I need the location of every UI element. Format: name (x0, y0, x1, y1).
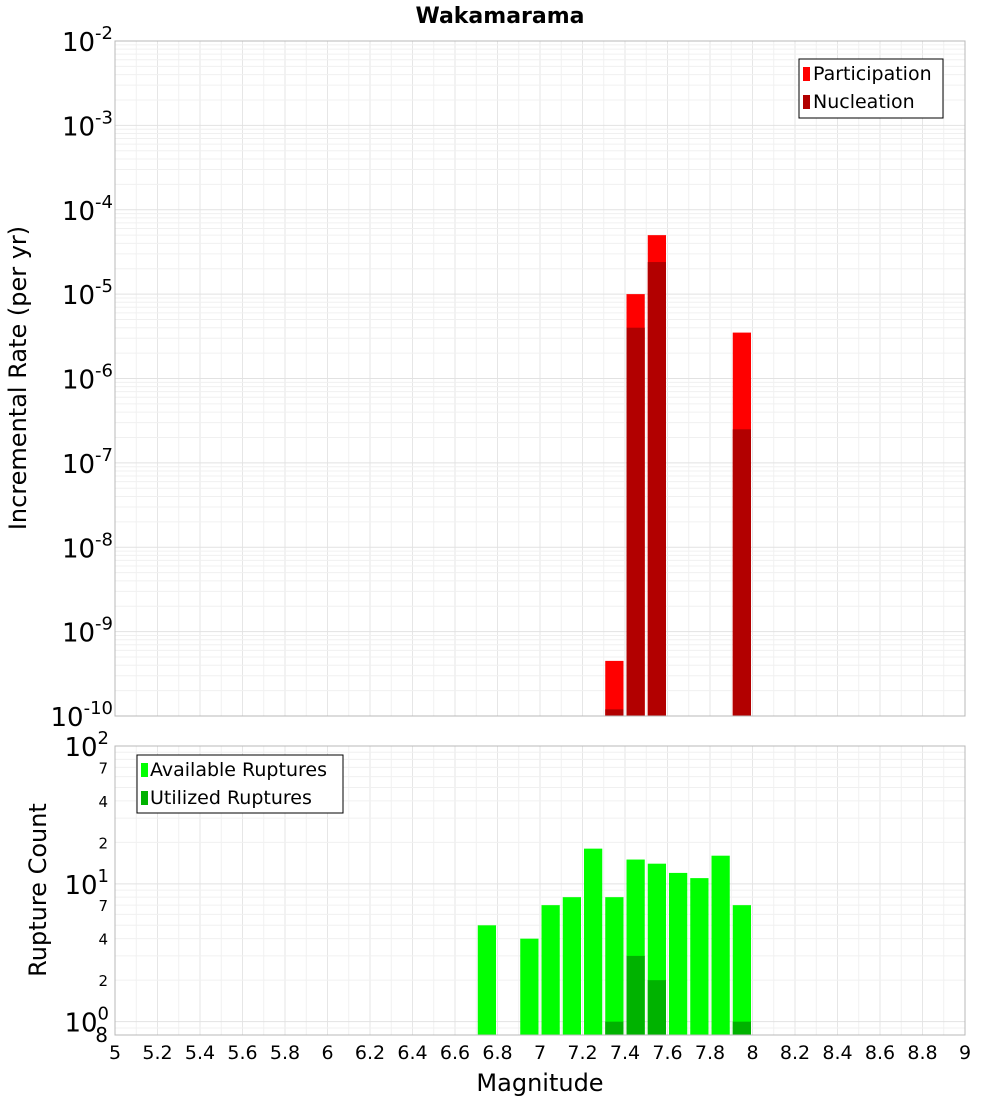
x-tick-label: 5.4 (185, 1042, 215, 1064)
bottom-y-minor-tick-label: 4 (98, 793, 108, 811)
legend-label-nucleation: Nucleation (813, 91, 915, 113)
x-tick-label: 8 (746, 1042, 758, 1064)
bottom-y-minor-tick-label: 2 (98, 834, 108, 852)
bottom-y-minor-tick-label: 4 (98, 931, 108, 949)
nucleation-bar (732, 429, 751, 716)
nucleation-bar (647, 262, 666, 716)
top-y-tick-labels: 10-10 10-9 10-8 10-7 10-6 10-5 10-4 10-3 10-2 (51, 23, 114, 733)
x-tick-label: 6 (321, 1042, 333, 1064)
top-gridlines (114, 40, 966, 717)
bottom-y-major-tick-label: 101 (64, 866, 109, 901)
utilized-ruptures-bar (732, 1021, 751, 1035)
available-ruptures-bar (520, 938, 539, 1035)
x-tick-label: 8.2 (780, 1042, 810, 1064)
top-y-tick-label: 10-5 (62, 276, 113, 311)
bottom-y-minor-tick-label: 7 (98, 759, 108, 777)
bottom-y-major-tick-label: 100 (64, 1004, 109, 1039)
x-tick-label: 8.8 (907, 1042, 937, 1064)
x-tick-labels: 5 5.2 5.4 5.6 5.8 6 6.2 6.4 6.6 6.8 7 7.2 7.4 7.6 7.8 8… (109, 1042, 971, 1064)
x-tick-label: 5.6 (227, 1042, 257, 1064)
nucleation-bar (605, 709, 624, 716)
legend-swatch-nucleation (803, 95, 810, 109)
x-axis-title: Magnitude (476, 1069, 603, 1097)
bottom-bars (477, 848, 751, 1035)
bottom-y-axis-title: Rupture Count (24, 803, 52, 977)
top-legend: Participation Nucleation (798, 58, 944, 119)
legend-label-available: Available Ruptures (150, 759, 327, 781)
x-tick-label: 8.4 (822, 1042, 852, 1064)
available-ruptures-bar (584, 848, 603, 1035)
legend-swatch-participation (803, 67, 810, 81)
x-tick-label: 6.4 (397, 1042, 427, 1064)
top-bars (605, 235, 751, 716)
bottom-legend-box (136, 754, 344, 814)
available-ruptures-bar (711, 855, 730, 1035)
bottom-legend: Available Ruptures Utilized Ruptures (136, 754, 344, 814)
available-ruptures-bar (669, 872, 688, 1035)
top-y-tick-label: 10-2 (62, 23, 113, 58)
bottom-y-major-tick-label: 102 (64, 728, 109, 763)
top-y-axis-title: Incremental Rate (per yr) (4, 226, 32, 530)
top-y-tick-label: 10-4 (62, 192, 113, 227)
legend-label-participation: Participation (813, 63, 932, 85)
utilized-ruptures-bar (605, 1021, 624, 1035)
chart-title: Wakamarama (415, 4, 584, 29)
x-tick-label: 8.6 (865, 1042, 895, 1064)
top-y-tick-label: 10-8 (62, 529, 113, 564)
available-ruptures-bar (605, 897, 624, 1035)
x-tick-label: 5 (109, 1042, 121, 1064)
top-y-tick-label: 10-7 (62, 445, 113, 480)
x-tick-label: 9 (959, 1042, 971, 1064)
participation-bar (605, 660, 624, 716)
x-tick-label: 7.6 (652, 1042, 682, 1064)
x-tick-label: 6.8 (482, 1042, 512, 1064)
top-legend-box (798, 58, 944, 119)
x-tick-label: 5.8 (270, 1042, 300, 1064)
top-plot-frame (114, 40, 966, 717)
available-ruptures-bar (690, 878, 709, 1035)
available-ruptures-bar (477, 925, 496, 1035)
available-ruptures-bar (562, 897, 581, 1035)
bottom-y-minor-tick-label: 2 (98, 972, 108, 990)
x-tick-label: 7.4 (610, 1042, 640, 1064)
legend-swatch-utilized (141, 791, 148, 805)
bottom-plot-frame (114, 745, 966, 1036)
top-y-tick-label: 10-6 (62, 361, 113, 396)
utilized-ruptures-bar (626, 955, 645, 1035)
utilized-ruptures-bar (647, 980, 666, 1035)
legend-swatch-available (141, 763, 148, 777)
available-ruptures-bar (541, 905, 560, 1035)
x-tick-label: 7.8 (695, 1042, 725, 1064)
bottom-y-minor-tick-label: 7 (98, 897, 108, 915)
top-y-tick-label: 10-9 (62, 614, 113, 649)
nucleation-bar (626, 327, 645, 716)
x-tick-label: 6.6 (440, 1042, 470, 1064)
top-y-tick-label: 10-3 (62, 107, 113, 142)
top-y-tick-label: 10-10 (51, 698, 114, 733)
x-tick-label: 5.2 (142, 1042, 172, 1064)
x-tick-label: 6.2 (355, 1042, 385, 1064)
legend-label-utilized: Utilized Ruptures (150, 787, 312, 809)
bottom-y-tick-labels: 100 101 102 8 2 4 7 2 4 7 (64, 728, 109, 1047)
x-tick-label: 7.2 (567, 1042, 597, 1064)
bottom-y-minor-tick-label: 8 (95, 1023, 108, 1047)
available-ruptures-bar (732, 905, 751, 1035)
x-tick-label: 7 (534, 1042, 546, 1064)
